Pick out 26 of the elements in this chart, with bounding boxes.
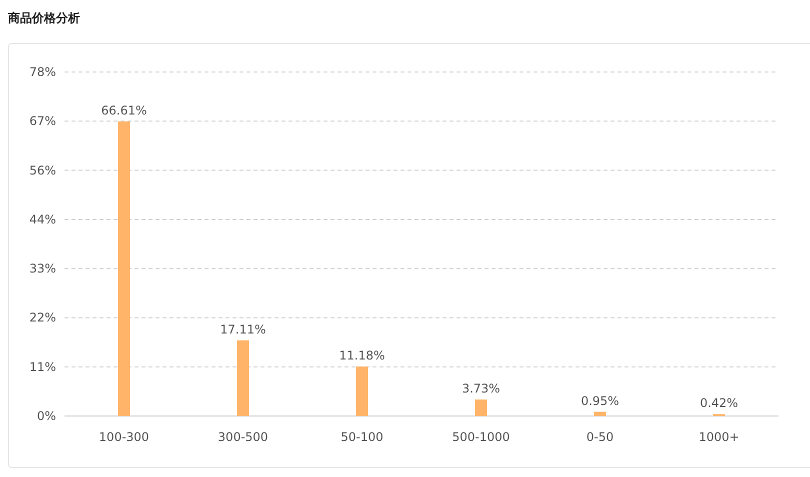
data-label: 17.11%: [220, 322, 266, 336]
data-label: 11.18%: [339, 348, 385, 363]
y-tick-label: 78%: [29, 65, 56, 79]
data-label: 66.61%: [101, 103, 147, 118]
data-label: 3.73%: [462, 382, 500, 396]
y-tick-label: 56%: [29, 163, 56, 178]
bar: [594, 412, 606, 416]
bar: [118, 121, 130, 416]
x-tick-label: 300-500: [218, 430, 268, 444]
data-label: 0.42%: [700, 396, 738, 410]
y-tick-label: 22%: [29, 310, 56, 325]
chart-title: 商品价格分析: [7, 11, 80, 25]
bar: [356, 366, 368, 416]
x-tick-label: 50-100: [340, 430, 384, 444]
y-tick-label: 33%: [29, 262, 56, 276]
bar: [475, 400, 487, 416]
data-label: 0.95%: [580, 394, 620, 408]
x-tick-label: 1000+: [698, 430, 740, 444]
y-tick-label: 44%: [29, 212, 56, 226]
y-tick-label: 67%: [29, 114, 56, 128]
x-tick-label: 0-50: [586, 430, 614, 444]
y-tick-label: 0%: [36, 409, 56, 423]
x-tick-label: 100-300: [98, 430, 150, 444]
bar: [237, 340, 249, 416]
y-tick-label: 11%: [29, 360, 56, 374]
x-tick-label: 500-1000: [452, 430, 510, 444]
